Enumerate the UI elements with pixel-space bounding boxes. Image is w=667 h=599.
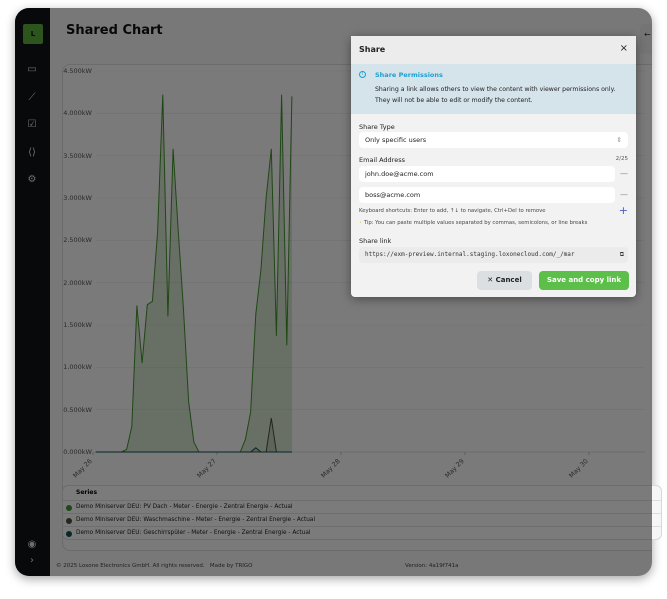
remove-email-icon[interactable]: — xyxy=(620,169,628,178)
copy-icon[interactable]: ⧉ xyxy=(617,247,624,263)
dialog-title: Share xyxy=(359,45,386,54)
info-box: i Share Permissions Sharing a link allow… xyxy=(351,64,636,114)
info-body: Sharing a link allows others to view the… xyxy=(375,86,616,104)
share-type-select[interactable]: Only specific users ⇕ xyxy=(359,132,628,148)
tip-text: • Tip: You can paste multiple values sep… xyxy=(359,220,588,226)
close-icon[interactable]: × xyxy=(619,43,628,54)
save-and-copy-link-button[interactable]: Save and copy link xyxy=(539,271,629,290)
share-dialog: Share × i Share Permissions Sharing a lin… xyxy=(351,36,636,297)
add-email-icon[interactable]: + xyxy=(618,204,628,217)
info-icon: i xyxy=(359,71,366,78)
lightbulb-icon: • xyxy=(359,220,363,226)
dialog-header: Share × xyxy=(351,36,636,64)
email-field[interactable]: boss@acme.com xyxy=(359,187,615,203)
select-chevron-icon: ⇕ xyxy=(616,136,622,144)
x-icon: ✕ xyxy=(487,276,494,284)
keyboard-shortcuts-hint: Keyboard shortcuts: Enter to add, ↑↓ to … xyxy=(359,208,546,214)
email-label: Email Address xyxy=(359,156,405,164)
info-title: Share Permissions xyxy=(375,71,443,79)
email-field[interactable]: john.doe@acme.com xyxy=(359,166,615,182)
remove-email-icon[interactable]: — xyxy=(620,190,628,199)
share-type-label: Share Type xyxy=(359,123,395,131)
email-count: 2/25 xyxy=(615,156,628,162)
cancel-button[interactable]: ✕ Cancel xyxy=(477,271,532,290)
share-link-label: Share link xyxy=(359,237,392,245)
share-link-field[interactable]: https://exm-preview.internal.staging.lox… xyxy=(359,247,628,263)
